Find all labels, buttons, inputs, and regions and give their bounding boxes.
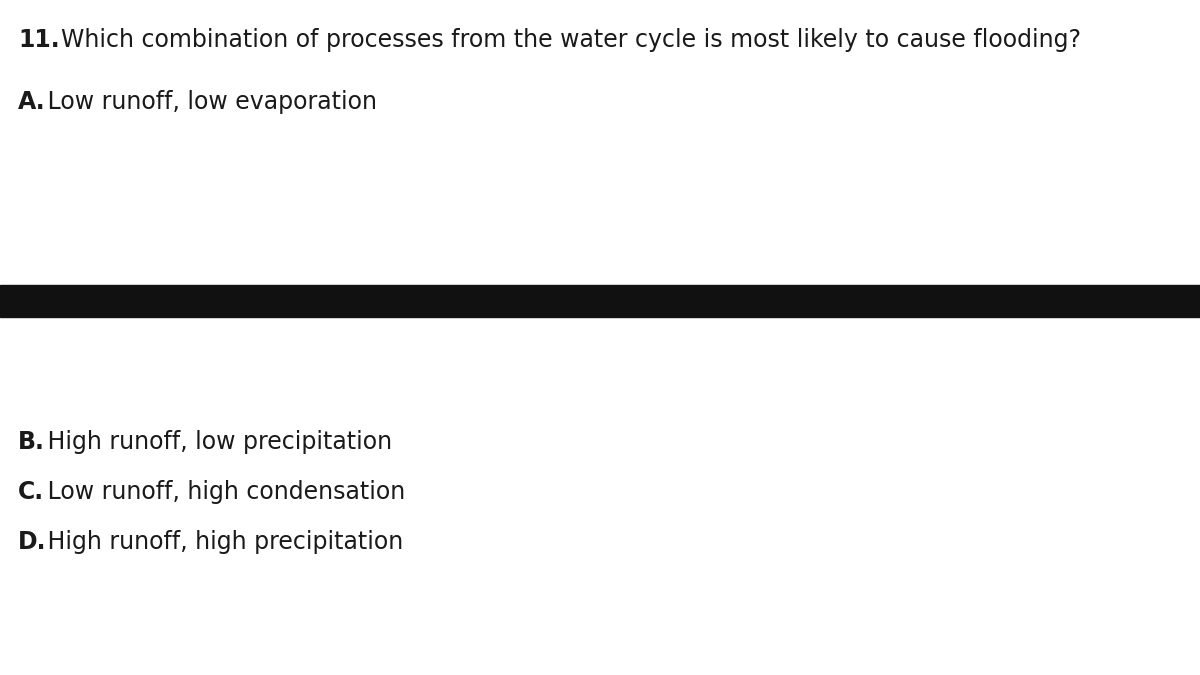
Text: High runoff, low precipitation: High runoff, low precipitation: [40, 430, 392, 454]
Text: C.: C.: [18, 480, 44, 504]
Text: 11.: 11.: [18, 28, 60, 52]
Text: High runoff, high precipitation: High runoff, high precipitation: [40, 530, 403, 554]
Bar: [0, 285, 1200, 317]
Text: A.: A.: [18, 90, 46, 114]
Text: Low runoff, high condensation: Low runoff, high condensation: [40, 480, 406, 504]
Text: B.: B.: [18, 430, 44, 454]
Text: Low runoff, low evaporation: Low runoff, low evaporation: [40, 90, 377, 114]
Text: Which combination of processes from the water cycle is most likely to cause floo: Which combination of processes from the …: [46, 28, 1081, 52]
Text: D.: D.: [18, 530, 47, 554]
